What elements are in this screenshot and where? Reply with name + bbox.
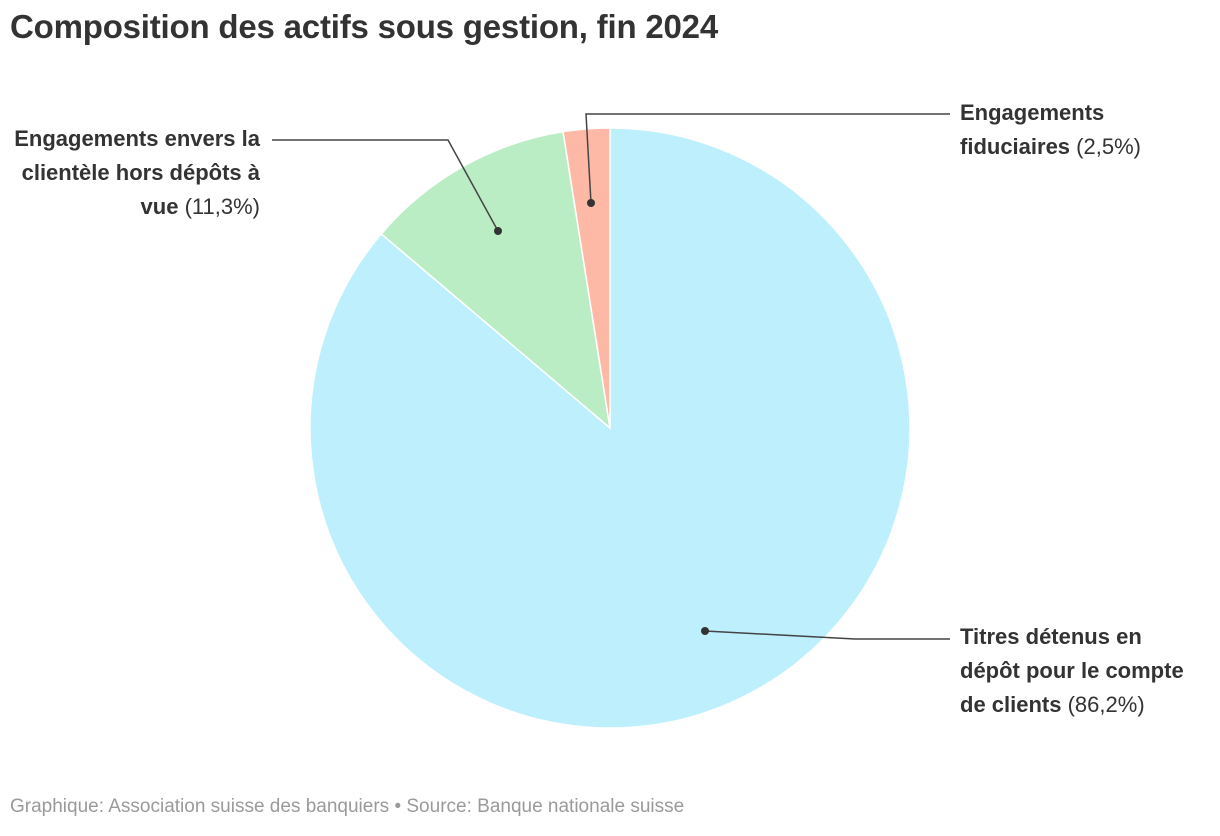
leader-dot-fiduciaires: [587, 199, 595, 207]
leader-dot-engagements: [494, 227, 502, 235]
slice-label-fiduciaires-pct: (2,5%): [1076, 134, 1141, 159]
slice-label-engagements-pct: (11,3%): [184, 194, 260, 219]
slice-label-titres-pct: (86,2%): [1067, 692, 1145, 717]
slice-label-engagements: Engagements envers la clientèle hors dép…: [10, 122, 260, 224]
source-footer: Graphique: Association suisse des banqui…: [10, 796, 685, 817]
chart-title: Composition des actifs sous gestion, fin…: [10, 8, 718, 45]
leader-line-engagements: [272, 139, 499, 232]
slice-label-engagements-name: Engagements envers la clientèle hors dép…: [14, 126, 260, 219]
leader-line-fiduciaires: [585, 113, 950, 204]
slice-label-titres-name: Titres détenus en dépôt pour le compte d…: [960, 624, 1184, 717]
leader-dot-titres: [701, 627, 709, 635]
pie-slices: [309, 127, 911, 729]
slice-label-fiduciaires: Engagements fiduciaires (2,5%): [960, 96, 1200, 164]
leader-line-titres: [704, 630, 950, 640]
slice-label-titres: Titres détenus en dépôt pour le compte d…: [960, 620, 1200, 722]
slice-label-fiduciaires-name: Engagements fiduciaires: [960, 100, 1105, 159]
leader-lines: [272, 113, 950, 640]
